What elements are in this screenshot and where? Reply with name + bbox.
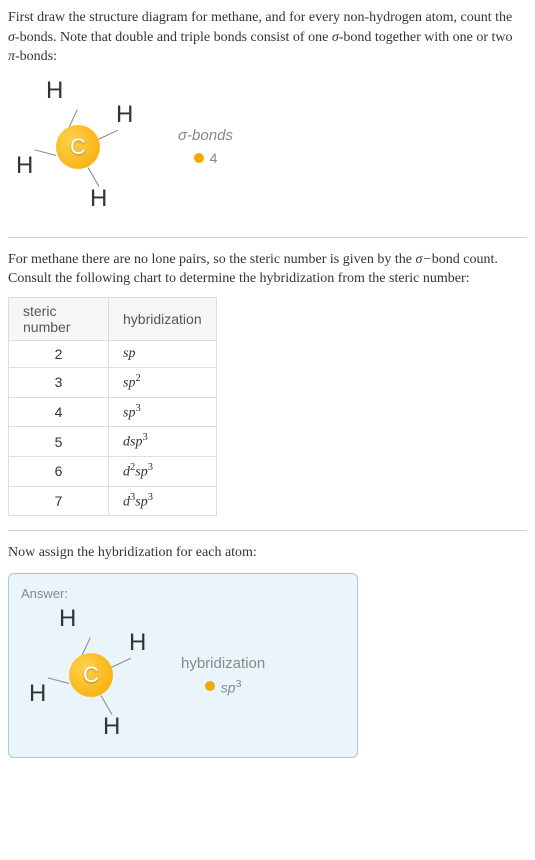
hydrogen-atom: H — [29, 680, 46, 708]
table-row: 3sp2 — [9, 367, 217, 397]
table-header-row: steric number hybridization — [9, 297, 217, 340]
methane-diagram: CH H H H — [8, 77, 148, 217]
hyb-notation: sp3 — [221, 678, 242, 696]
bond-line — [88, 167, 100, 187]
table-row: 2sp — [9, 340, 217, 367]
table-row: 4sp3 — [9, 397, 217, 427]
steric-cell: 4 — [9, 397, 109, 427]
sigma-symbol: σ — [8, 30, 15, 45]
header-steric: steric number — [9, 297, 109, 340]
intro-text-2: -bonds. Note that double and triple bond… — [15, 30, 332, 45]
table-row: 7d3sp3 — [9, 486, 217, 516]
hybridization-cell: sp — [109, 340, 217, 367]
carbon-atom: C — [56, 125, 100, 169]
table-row: 5dsp3 — [9, 427, 217, 457]
sigma-bonds-info: σ-bonds 4 — [178, 127, 233, 166]
sigma-bonds-title: σ-bonds — [178, 127, 233, 144]
methane-diagram-answer: CH H H H — [21, 605, 161, 745]
hydrogen-atom: H — [103, 713, 120, 741]
hydrogen-atom: H — [116, 101, 133, 129]
hybridization-title: hybridization — [181, 655, 265, 672]
answer-box: Answer: CH H H H hybridization sp3 — [8, 573, 358, 758]
hybridization-cell: dsp3 — [109, 427, 217, 457]
hybridization-table: steric number hybridization 2sp3sp24sp35… — [8, 297, 217, 516]
hybridization-cell: sp2 — [109, 367, 217, 397]
hydrogen-atom: H — [129, 629, 146, 657]
sigma-minus: σ− — [415, 252, 431, 267]
hydrogen-atom: H — [59, 605, 76, 633]
steric-cell: 7 — [9, 486, 109, 516]
orange-dot-icon — [194, 153, 204, 163]
bond-line — [48, 677, 70, 684]
answer-content: CH H H H hybridization sp3 — [21, 605, 345, 745]
hybridization-value: sp3 — [181, 678, 265, 696]
bond-line — [111, 658, 131, 668]
sigma-bonds-value: 4 — [178, 150, 233, 166]
hydrogen-atom: H — [46, 77, 63, 105]
hyb-sup: 3 — [236, 678, 242, 690]
divider — [8, 237, 527, 238]
molecule-row: CH H H H σ-bonds 4 — [8, 77, 527, 217]
pi-symbol: π — [8, 49, 15, 64]
hybridization-info: hybridization sp3 — [181, 655, 265, 696]
hybridization-cell: d3sp3 — [109, 486, 217, 516]
intro-text-1: First draw the structure diagram for met… — [8, 10, 512, 25]
assign-paragraph: Now assign the hybridization for each at… — [8, 543, 527, 563]
mid-text-1: For methane there are no lone pairs, so … — [8, 252, 415, 267]
header-hybridization: hybridization — [109, 297, 217, 340]
orange-dot-icon — [205, 681, 215, 691]
bond-line — [101, 695, 113, 715]
answer-label: Answer: — [21, 586, 345, 601]
sigma-count: 4 — [210, 150, 218, 166]
steric-cell: 5 — [9, 427, 109, 457]
steric-cell: 6 — [9, 456, 109, 486]
table-row: 6d2sp3 — [9, 456, 217, 486]
mid-paragraph: For methane there are no lone pairs, so … — [8, 250, 527, 289]
intro-paragraph: First draw the structure diagram for met… — [8, 8, 527, 67]
carbon-atom: C — [69, 653, 113, 697]
intro-text-3: -bond together with one or two — [339, 30, 513, 45]
hydrogen-atom: H — [16, 152, 33, 180]
hydrogen-atom: H — [90, 185, 107, 213]
bond-line — [35, 149, 57, 156]
steric-cell: 3 — [9, 367, 109, 397]
steric-cell: 2 — [9, 340, 109, 367]
hybridization-cell: sp3 — [109, 397, 217, 427]
bond-line — [98, 130, 118, 140]
divider-2 — [8, 530, 527, 531]
intro-text-4: -bonds: — [15, 49, 57, 64]
sigma-symbol-2: σ — [332, 30, 339, 45]
hyb-base: sp — [221, 679, 236, 695]
hybridization-cell: d2sp3 — [109, 456, 217, 486]
